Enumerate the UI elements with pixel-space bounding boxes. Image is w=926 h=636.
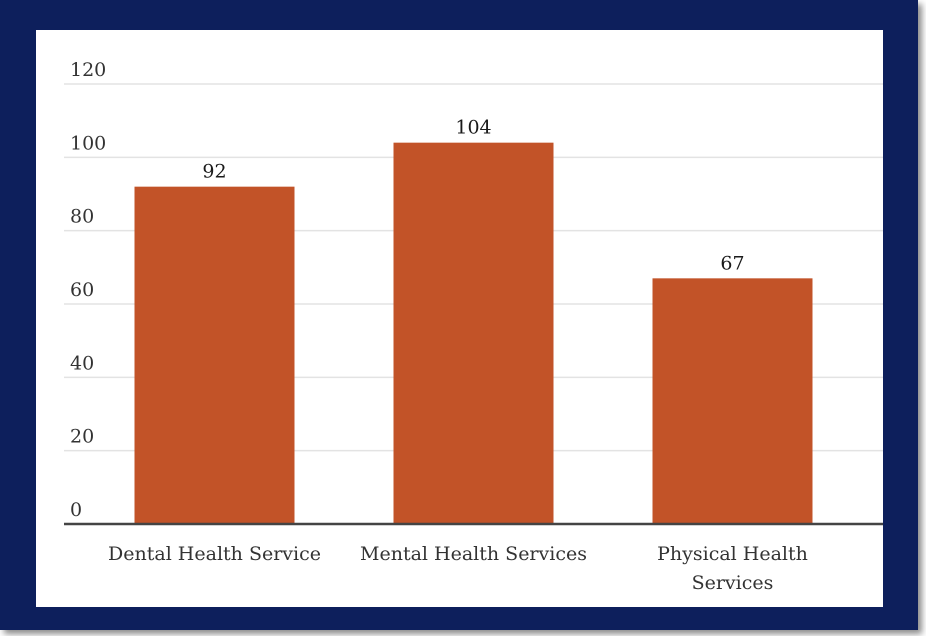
y-tick-label: 0	[70, 499, 82, 521]
bar	[134, 186, 295, 524]
bar	[393, 142, 554, 524]
x-category-label: Mental Health Services	[360, 543, 587, 565]
y-tick-label: 40	[70, 352, 94, 374]
x-category-label: Dental Health Service	[108, 543, 321, 565]
x-category-label: Physical Health Services	[657, 543, 808, 594]
bar-value-label: 92	[202, 161, 226, 183]
y-tick-label: 80	[70, 206, 94, 228]
bar-value-label: 104	[455, 117, 491, 139]
bar	[652, 278, 813, 524]
bar-chart: 0 20 40 60 80 100 120 92 104 67 Dental Health Se…	[64, 59, 883, 594]
x-category-label-line: Dental Health Service	[108, 543, 321, 565]
chart-panel: 0 20 40 60 80 100 120 92 104 67 Dental Health Se…	[36, 30, 883, 607]
y-tick-label: 20	[70, 426, 94, 448]
bar-value-label: 67	[720, 252, 744, 274]
x-category-label-line: Mental Health Services	[360, 543, 587, 565]
bars	[134, 142, 813, 524]
y-axis-ticks: 0 20 40 60 80 100 120	[70, 59, 106, 521]
y-tick-label: 120	[70, 59, 106, 81]
x-category-label-line: Services	[692, 572, 774, 594]
x-axis-categories: Dental Health Service Mental Health Servi…	[108, 543, 808, 594]
data-labels: 92 104 67	[202, 117, 744, 275]
y-tick-label: 100	[70, 132, 106, 154]
y-tick-label: 60	[70, 279, 94, 301]
x-category-label-line: Physical Health	[657, 543, 808, 565]
